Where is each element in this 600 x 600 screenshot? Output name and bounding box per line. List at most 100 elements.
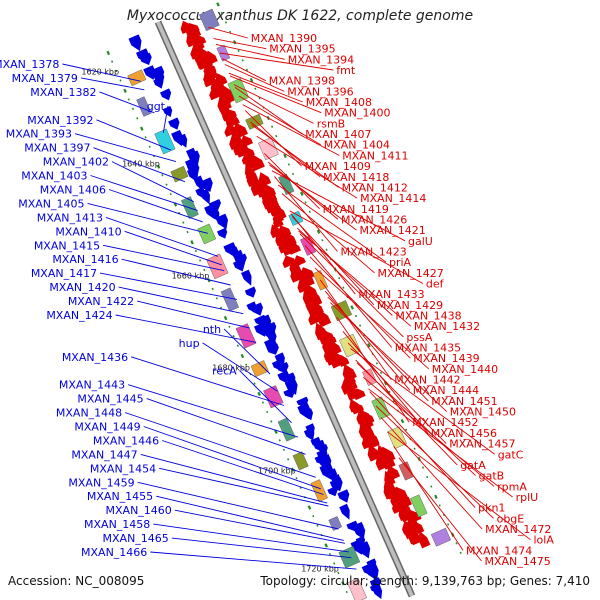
gene-label[interactable]: MXAN_1448 <box>56 407 122 420</box>
gene-label[interactable]: MXAN_1396 <box>287 85 353 98</box>
gene-label[interactable]: MXAN_1417 <box>31 267 97 280</box>
gene-label[interactable]: MXAN_1460 <box>106 504 172 517</box>
plus-strand-gene <box>250 302 263 316</box>
annotation-block <box>258 137 279 161</box>
gene-label[interactable]: pkn1 <box>478 502 505 515</box>
gene-label[interactable]: MXAN_1405 <box>18 197 84 210</box>
gene-label[interactable]: galU <box>408 235 433 248</box>
gene-label[interactable]: MXAN_1447 <box>71 448 137 461</box>
gene-label[interactable]: fmt <box>336 64 356 77</box>
gene-label[interactable]: MXAN_1457 <box>449 438 515 451</box>
gene-label[interactable]: MXAN_1410 <box>55 225 121 238</box>
gene-label[interactable]: MXAN_1382 <box>30 86 96 99</box>
gene-label[interactable]: MXAN_1442 <box>394 374 460 387</box>
gene-label[interactable]: MXAN_1455 <box>87 490 153 503</box>
gene-label[interactable]: MXAN_1413 <box>37 211 103 224</box>
gene-label[interactable]: MXAN_1436 <box>62 351 128 364</box>
gene-label[interactable]: MXAN_1411 <box>342 149 408 162</box>
gene-label[interactable]: MXAN_1407 <box>305 128 371 141</box>
gene-label[interactable]: MXAN_1415 <box>34 239 100 252</box>
gene-label[interactable]: gatA <box>460 459 486 472</box>
gene-label[interactable]: MXAN_1474 <box>466 544 532 557</box>
gene-label[interactable]: MXAN_1429 <box>377 299 443 312</box>
gene-label[interactable]: MXAN_1393 <box>6 128 72 141</box>
gene-label[interactable]: MXAN_1424 <box>46 309 112 322</box>
gene-label[interactable]: MXAN_1390 <box>251 32 317 45</box>
gene-label[interactable]: MXAN_1397 <box>24 142 90 155</box>
scale-tick <box>287 163 290 166</box>
label-leader-line <box>223 328 271 375</box>
gene-label[interactable]: MXAN_1418 <box>323 171 389 184</box>
gene-label[interactable]: MXAN_1433 <box>358 288 424 301</box>
gene-label[interactable]: MXAN_1420 <box>49 281 115 294</box>
gene-label[interactable]: MXAN_1394 <box>288 53 354 66</box>
gene-label[interactable]: rpmA <box>497 480 527 493</box>
gene-label[interactable]: MXAN_1440 <box>432 363 498 376</box>
gene-label[interactable]: MXAN_1466 <box>81 546 147 559</box>
gene-label[interactable]: MXAN_1427 <box>378 267 444 280</box>
gene-label[interactable]: MXAN_1400 <box>324 107 390 120</box>
gene-label[interactable]: MXAN_1465 <box>103 532 169 545</box>
gene-label[interactable]: obgE <box>497 512 525 525</box>
gene-label[interactable]: def <box>426 278 445 291</box>
gene-label[interactable]: MXAN_1378 <box>0 58 59 71</box>
gene-label[interactable]: MXAN_1412 <box>342 181 408 194</box>
gene-label[interactable]: pssA <box>406 331 432 344</box>
gene-label[interactable]: MXAN_1444 <box>413 384 479 397</box>
gene-label[interactable]: MXAN_1409 <box>305 160 371 173</box>
gene-label[interactable]: priA <box>389 256 412 269</box>
label-leader-line <box>281 193 375 274</box>
genome-backbone <box>154 20 416 598</box>
label-leader-line <box>74 133 177 163</box>
gene-label[interactable]: MXAN_1475 <box>485 555 551 568</box>
scale-tick <box>249 77 254 83</box>
gene-label[interactable]: nth <box>203 323 221 336</box>
gene-label[interactable]: MXAN_1406 <box>40 184 106 197</box>
gene-label[interactable]: MXAN_1398 <box>269 75 335 88</box>
scale-tick <box>161 174 164 177</box>
gene-label[interactable]: MXAN_1445 <box>77 393 143 406</box>
gene-label[interactable]: MXAN_1423 <box>341 246 407 259</box>
gene-label[interactable]: MXAN_1416 <box>52 253 118 266</box>
scale-tick <box>459 551 462 555</box>
annotation-block <box>410 494 428 518</box>
gene-label[interactable]: recA <box>212 365 237 378</box>
gene-label[interactable]: MXAN_1446 <box>93 435 159 448</box>
gene-label[interactable]: gatC <box>498 448 524 461</box>
gene-label[interactable]: MXAN_1439 <box>413 352 479 365</box>
gene-label[interactable]: MXAN_1408 <box>306 96 372 109</box>
scale-label: 1640 kbp <box>122 160 160 169</box>
gene-label[interactable]: MXAN_1451 <box>431 395 497 408</box>
gene-label[interactable]: gatB <box>479 470 505 483</box>
gene-label[interactable]: lolA <box>534 534 555 547</box>
gene-label[interactable]: MXAN_1402 <box>43 156 109 169</box>
gene-label[interactable]: MXAN_1422 <box>68 295 134 308</box>
gene-label[interactable]: rplU <box>516 491 539 504</box>
plus-strand-gene <box>193 175 204 192</box>
gene-label[interactable]: MXAN_1454 <box>90 462 156 475</box>
gene-label[interactable]: MXAN_1426 <box>341 213 407 226</box>
gene-label[interactable]: MXAN_1459 <box>68 476 134 489</box>
gene-label[interactable]: MXAN_1443 <box>59 379 125 392</box>
gene-label[interactable]: MXAN_1404 <box>324 139 390 152</box>
gene-label[interactable]: MXAN_1421 <box>360 224 426 237</box>
gene-label[interactable]: ggt <box>147 100 166 113</box>
gene-label[interactable]: MXAN_1392 <box>27 114 93 127</box>
gene-label[interactable]: MXAN_1458 <box>84 518 150 531</box>
gene-label[interactable]: MXAN_1449 <box>74 421 140 434</box>
gene-label[interactable]: MXAN_1379 <box>12 72 78 85</box>
gene-label[interactable]: hup <box>179 337 200 350</box>
gene-label[interactable]: MXAN_1395 <box>269 43 335 56</box>
gene-label[interactable]: MXAN_1472 <box>485 523 551 536</box>
gene-label[interactable]: MXAN_1450 <box>450 406 516 419</box>
gene-label[interactable]: MXAN_1456 <box>431 427 497 440</box>
gene-label[interactable]: rsmB <box>317 117 346 130</box>
gene-label[interactable]: MXAN_1438 <box>395 310 461 323</box>
gene-label[interactable]: MXAN_1403 <box>21 170 87 183</box>
gene-label[interactable]: MXAN_1432 <box>414 320 480 333</box>
gene-labels[interactable]: MXAN_1378MXAN_1379MXAN_1382ggtMXAN_1392M… <box>0 32 554 568</box>
gene-label[interactable]: MXAN_1414 <box>360 192 426 205</box>
gene-label[interactable]: MXAN_1419 <box>323 203 389 216</box>
gene-label[interactable]: MXAN_1435 <box>395 342 461 355</box>
gene-label[interactable]: MXAN_1452 <box>412 416 478 429</box>
